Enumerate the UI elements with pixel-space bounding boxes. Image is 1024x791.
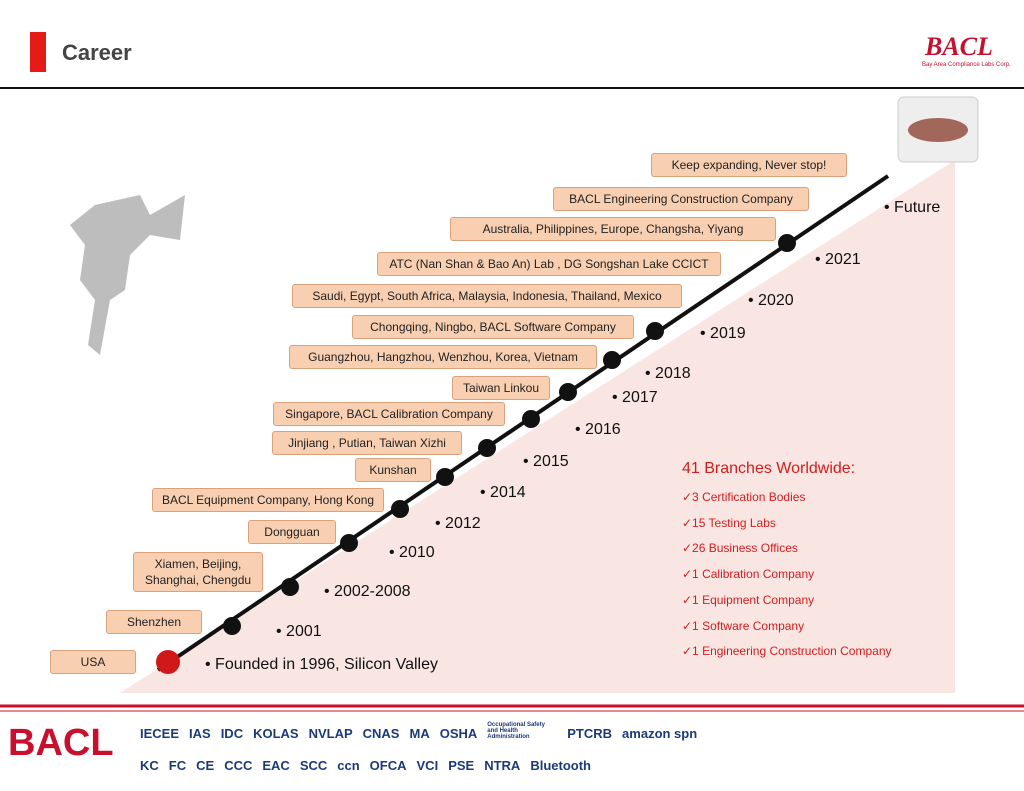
milestone-dot <box>340 534 358 552</box>
milestone-box: USA <box>50 650 136 674</box>
milestone-box: Singapore, BACL Calibration Company <box>273 402 505 426</box>
milestone-box: Saudi, Egypt, South Africa, Malaysia, In… <box>292 284 682 308</box>
milestone-box: BACL Equipment Company, Hong Kong <box>152 488 384 512</box>
cert-logo: IAS <box>189 726 211 741</box>
cert-logo: NTRA <box>484 758 521 773</box>
summary-item: ✓15 Testing Labs <box>682 515 776 530</box>
logo-row: IECEE IAS IDC KOLAS NVLAP CNAS MA OSHA Occupatio… <box>135 722 1020 743</box>
milestone-box: Taiwan Linkou <box>452 376 550 400</box>
milestone-dot <box>391 500 409 518</box>
handshake <box>908 118 968 142</box>
summary-item: ✓1 Calibration Company <box>682 567 815 582</box>
milestone-dot <box>281 578 299 596</box>
year-label: • 2019 <box>700 325 746 342</box>
milestone-dot <box>522 410 540 428</box>
milestone-box: Kunshan <box>355 458 431 482</box>
year-label: • 2001 <box>276 623 322 640</box>
cert-logo: OSHA <box>439 726 478 741</box>
milestone-dot <box>603 351 621 369</box>
cert-logo: ccn <box>337 758 360 773</box>
summary-item: ✓1 Equipment Company <box>682 592 815 607</box>
year-label: • 2018 <box>645 365 691 382</box>
summary-item: ✓1 Software Company <box>682 618 805 633</box>
cert-logo: MA <box>409 726 430 741</box>
milestone-dot <box>478 439 496 457</box>
cert-logo: CCC <box>224 758 253 773</box>
cert-logo: amazon spn <box>622 726 698 741</box>
rise-area <box>120 160 955 693</box>
cert-logo: CE <box>196 758 215 773</box>
milestone-box: Keep expanding, Never stop! <box>651 153 847 177</box>
logo: BACL <box>925 32 993 61</box>
milestone-box: Shenzhen <box>106 610 202 634</box>
year-label: • 2002-2008 <box>324 583 411 600</box>
summary-title: 41 Branches Worldwide: <box>682 460 856 477</box>
summary-item: ✓3 Certification Bodies <box>682 490 806 504</box>
milestone-dot <box>436 468 454 486</box>
milestone-box: ATC (Nan Shan & Bao An) Lab , DG Songsha… <box>377 252 721 276</box>
summary-item: ✓1 Engineering Construction Company <box>682 644 892 659</box>
logo-tagline: Bay Area Compliance Labs Corp. <box>922 62 1011 68</box>
title-marker <box>30 32 46 72</box>
logo-row: KC FC CE CCC EAC SCC ccn OFCA VCI PSE NTRA Bluetoot… <box>135 757 1020 775</box>
milestone-dot <box>559 383 577 401</box>
footer-brand: BACL <box>8 722 114 764</box>
year-label: • 2016 <box>575 421 621 438</box>
year-label: • 2010 <box>389 544 435 561</box>
cert-logo: FC <box>168 758 187 773</box>
climber-figure <box>70 195 185 355</box>
cert-logo: KC <box>140 758 159 773</box>
cert-logo: EAC <box>262 758 290 773</box>
year-label: • 2014 <box>480 484 526 501</box>
year-label: • 2015 <box>523 453 569 470</box>
cert-logo: NVLAP <box>308 726 353 741</box>
cert-logo: Occupational Safety and Health Administr… <box>487 722 545 740</box>
summary-item: ✓26 Business Offices <box>682 541 798 556</box>
title: Career <box>62 40 132 65</box>
milestone-box: Xiamen, Beijing, Shanghai, Chengdu <box>133 552 263 592</box>
milestone-dot <box>778 234 796 252</box>
milestone-dot <box>223 617 241 635</box>
milestone-box: Chongqing, Ningbo, BACL Software Company <box>352 315 634 339</box>
milestone-box: BACL Engineering Construction Company <box>553 187 809 211</box>
year-label: • 2017 <box>612 389 658 406</box>
milestone-box: Guangzhou, Hangzhou, Wenzhou, Korea, Vie… <box>289 345 597 369</box>
cert-logo: IECEE <box>140 726 180 741</box>
cert-logo: PSE <box>448 758 475 773</box>
milestone-box: Dongguan <box>248 520 336 544</box>
cert-logo: PTCRB <box>567 726 613 741</box>
cert-logo: VCI <box>416 758 439 773</box>
year-label: • Future <box>884 199 941 216</box>
cert-logo: Bluetooth <box>530 758 591 773</box>
year-label: • 2021 <box>815 251 861 268</box>
cert-logo: KOLAS <box>253 726 299 741</box>
year-label: • 2012 <box>435 515 481 532</box>
cert-logo: CNAS <box>362 726 400 741</box>
milestone-box: Jinjiang , Putian, Taiwan Xizhi <box>272 431 462 455</box>
milestone-dot <box>646 322 664 340</box>
milestone-box: Australia, Philippines, Europe, Changsha… <box>450 217 776 241</box>
cert-logo: SCC <box>299 758 328 773</box>
cert-logo: IDC <box>220 726 244 741</box>
year-label: • Founded in 1996, Silicon Valley <box>205 656 439 673</box>
cert-logo: OFCA <box>369 758 407 773</box>
year-label: • 2020 <box>748 292 794 309</box>
milestone-dot <box>156 650 180 674</box>
